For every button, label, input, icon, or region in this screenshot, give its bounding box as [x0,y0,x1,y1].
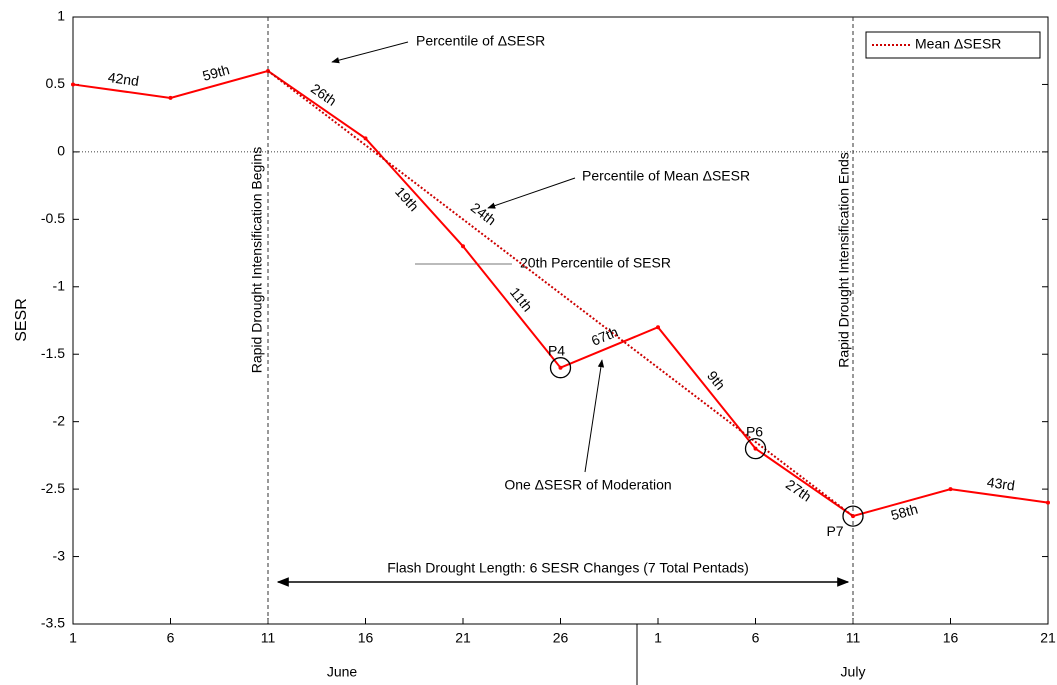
annotation: Rapid Drought Intensification Ends [836,152,852,368]
x-tick-label: 16 [943,630,959,646]
month-label: June [327,664,358,680]
sesr-line [72,69,1049,518]
x-tick-label: 1 [654,630,662,646]
highlight-circle [842,505,864,527]
point [363,136,368,141]
segment-label: 19th [392,183,422,214]
annotation: One ΔSESR of Moderation [504,477,671,493]
segment-label: 26th [308,80,340,109]
y-axis-label: SESR [13,298,30,342]
x-tick-label: 1 [69,630,77,646]
y-tick-label: -1.5 [41,345,65,361]
annotation: Percentile of Mean ΔSESR [582,168,750,184]
month-label: July [841,664,866,680]
segment-label: 58th [889,501,920,524]
point [1046,500,1050,505]
x-tick-label: 21 [1040,630,1056,646]
segment-label: 42nd [107,69,140,89]
x-tick-label: 6 [167,630,175,646]
point [948,487,953,492]
mean-segment-label: 24th [468,199,499,228]
pointer [584,359,605,473]
highlight-circle [744,437,767,460]
y-tick-label: -3 [53,547,66,563]
x-tick-label: 26 [553,630,569,646]
plot-frame [72,16,1049,625]
x-tick-label: 11 [261,630,276,646]
point-label: P4 [548,342,565,358]
annotation: Rapid Drought Intensification Begins [249,147,265,373]
point [558,365,563,370]
x-tick-label: 11 [846,630,861,646]
segment-label: 43rd [986,474,1016,494]
segment-label: 59th [201,61,232,84]
annotation: 20th Percentile of SESR [520,255,671,271]
segment-label: 27th [783,476,815,505]
segment-label: 11th [507,284,536,314]
point [168,95,173,100]
y-tick-label: -0.5 [41,210,65,226]
y-tick-label: 0.5 [46,75,66,91]
y-tick-label: -3.5 [41,615,65,631]
y-tick-label: 1 [57,8,65,24]
pointer [487,177,576,209]
x-tick-label: 6 [752,630,760,646]
length-label: Flash Drought Length: 6 SESR Changes (7 … [387,560,749,576]
y-tick-label: -2 [53,412,66,428]
point [656,325,660,330]
legend [865,31,1041,59]
legend-label: Mean ΔSESR [915,36,1001,52]
point [461,244,465,249]
x-tick-label: 16 [358,630,374,646]
y-tick-label: 0 [57,143,65,159]
y-tick-label: -1 [53,277,66,293]
annotation: Percentile of ΔSESR [416,33,545,49]
x-tick-label: 21 [455,630,471,646]
point [753,446,758,451]
mean-line [267,70,854,517]
highlight-circle [549,357,572,379]
y-tick-label: -2.5 [41,480,65,496]
point [71,82,75,87]
point-label: P6 [746,423,763,439]
pointer [331,41,409,64]
point-label: P7 [826,523,843,539]
